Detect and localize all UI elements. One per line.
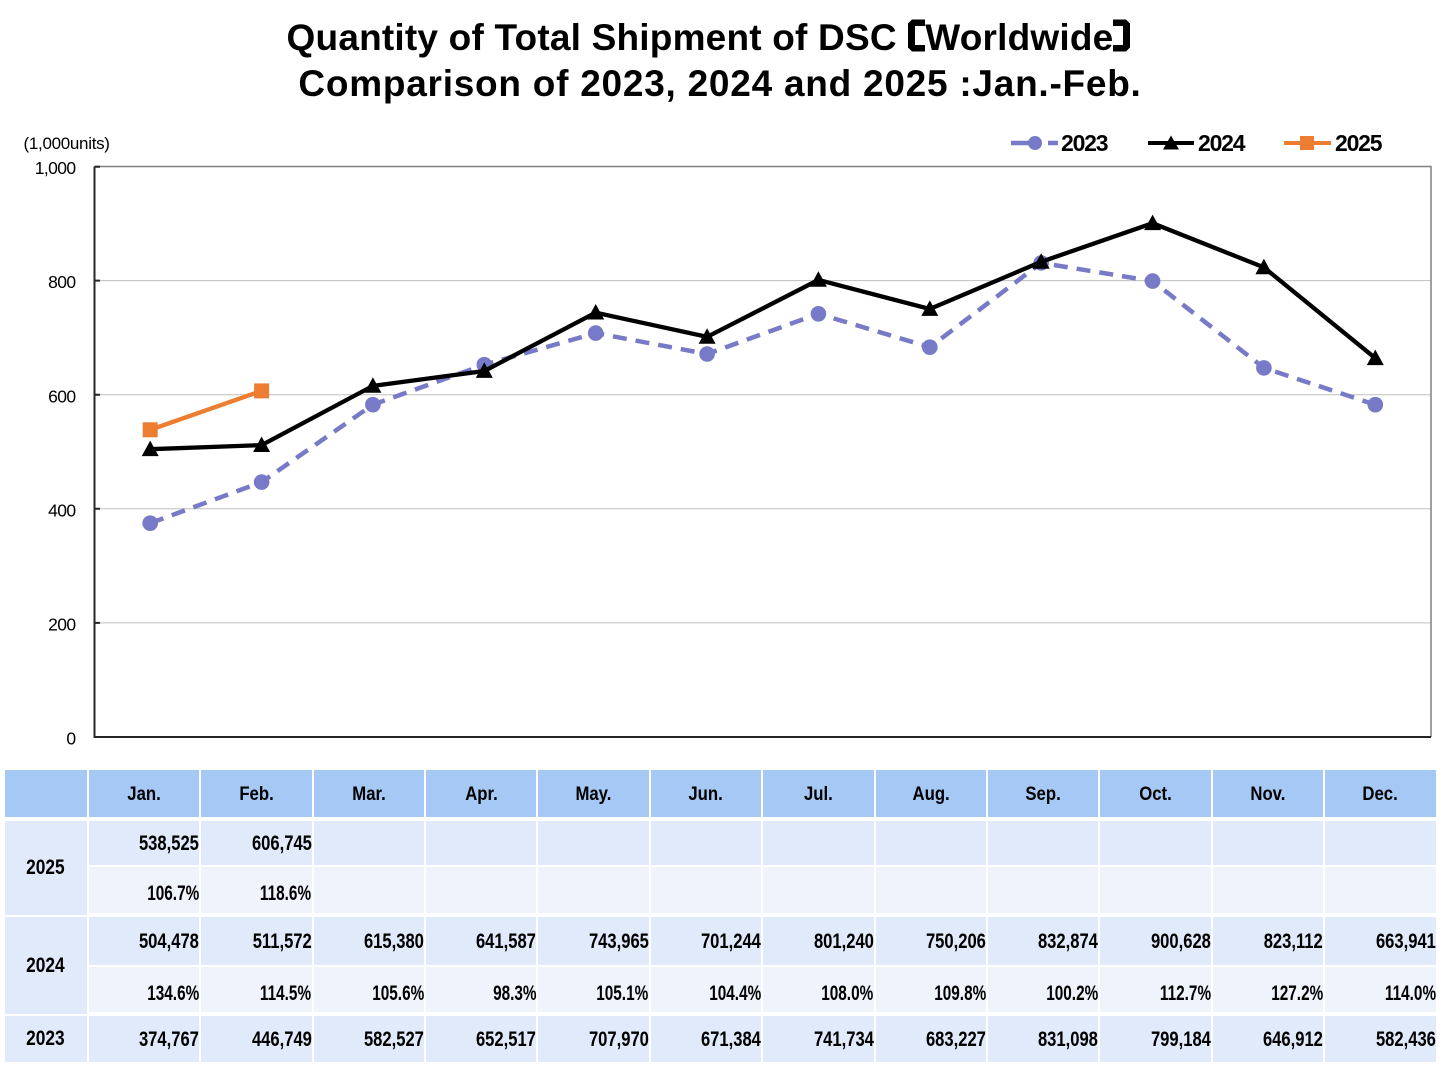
svg-text:2025: 2025 <box>1335 130 1383 156</box>
svg-text:2024: 2024 <box>1198 130 1246 156</box>
svg-text:600: 600 <box>48 386 76 406</box>
svg-text:200: 200 <box>48 615 76 635</box>
svg-text:0: 0 <box>66 729 76 749</box>
svg-text:800: 800 <box>48 272 76 292</box>
svg-text:1,000: 1,000 <box>35 158 77 178</box>
svg-text:400: 400 <box>48 500 76 520</box>
svg-text:2023: 2023 <box>1061 130 1108 156</box>
